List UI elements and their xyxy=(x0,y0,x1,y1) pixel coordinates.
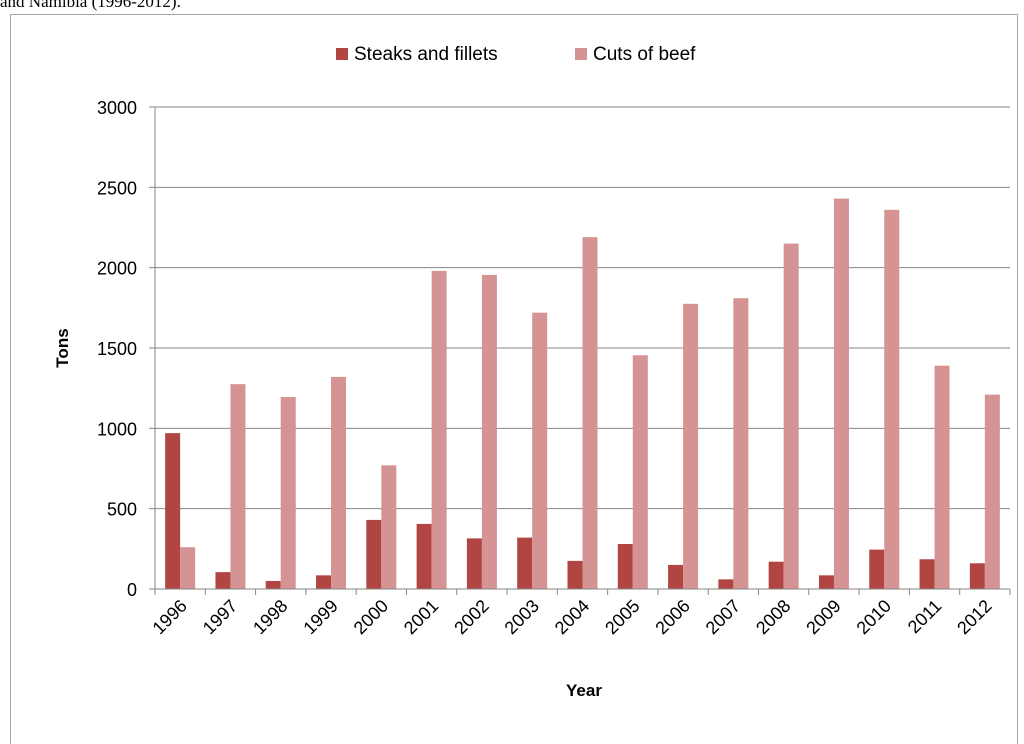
bar-cuts-of-beef-2009 xyxy=(833,198,849,589)
bar-steaks-and-fillets-2005 xyxy=(617,544,633,589)
y-axis-title: Tons xyxy=(53,328,72,367)
bar-steaks-and-fillets-2000 xyxy=(366,519,382,589)
legend-label-cuts-of-beef: Cuts of beef xyxy=(593,44,696,65)
figure-caption: and Namibia (1996-2012). xyxy=(0,0,181,11)
x-tick-label: 1999 xyxy=(299,596,341,638)
bar-cuts-of-beef-2000 xyxy=(381,465,397,589)
legend: Steaks and fillets Cuts of beef xyxy=(336,44,696,65)
bar-cuts-of-beef-1998 xyxy=(280,397,296,589)
x-tick-label: 2006 xyxy=(651,596,693,638)
y-tick-label: 2500 xyxy=(97,178,137,198)
bar-steaks-and-fillets-1996 xyxy=(165,433,181,589)
bar-cuts-of-beef-2007 xyxy=(733,298,749,589)
gridlines xyxy=(155,106,1010,510)
bar-steaks-and-fillets-2010 xyxy=(869,549,885,589)
bar-steaks-and-fillets-1998 xyxy=(265,580,281,589)
bars xyxy=(165,198,1000,590)
bar-cuts-of-beef-2008 xyxy=(783,243,799,590)
x-tick-label: 2001 xyxy=(400,596,442,638)
bar-cuts-of-beef-2012 xyxy=(984,394,1000,589)
bar-steaks-and-fillets-2001 xyxy=(416,523,432,589)
bar-steaks-and-fillets-2002 xyxy=(466,538,482,589)
bar-steaks-and-fillets-1997 xyxy=(215,572,231,589)
x-tick-label: 2008 xyxy=(752,596,794,638)
legend-label-steaks-and-fillets: Steaks and fillets xyxy=(354,44,498,65)
bar-cuts-of-beef-2010 xyxy=(884,209,900,589)
x-tick-label: 1996 xyxy=(149,596,191,638)
bar-cuts-of-beef-2003 xyxy=(532,312,548,589)
y-tick-label: 1000 xyxy=(97,419,137,439)
legend-swatch-cuts-of-beef xyxy=(575,48,587,60)
x-tick-label: 2012 xyxy=(953,596,995,638)
x-tick-label: 2009 xyxy=(802,596,844,638)
x-tick-label: 2000 xyxy=(350,596,392,638)
x-axis-title: Year xyxy=(566,681,602,700)
chart-frame xyxy=(10,14,1018,744)
x-tick-labels: 1996 1997 1998 1999 2000 2001 2002 2003 2004 2005… xyxy=(149,596,996,638)
x-tick-label: 2010 xyxy=(853,596,895,638)
bar-cuts-of-beef-2004 xyxy=(582,237,598,589)
x-tick-label: 2005 xyxy=(601,596,643,638)
bar-steaks-and-fillets-2006 xyxy=(668,564,684,589)
x-tick-label: 1998 xyxy=(249,596,291,638)
y-tick-labels: 0 500 1000 1500 2000 2500 3000 xyxy=(97,98,137,600)
y-tick-label: 2000 xyxy=(97,259,137,279)
bar-steaks-and-fillets-2012 xyxy=(969,563,985,589)
x-tick-label: 2002 xyxy=(450,596,492,638)
bar-steaks-and-fillets-2007 xyxy=(718,579,734,589)
bar-steaks-and-fillets-1999 xyxy=(316,575,332,589)
x-tick-label: 1997 xyxy=(199,596,241,638)
x-tick-label: 2004 xyxy=(551,596,593,638)
bar-cuts-of-beef-1997 xyxy=(230,384,246,589)
y-tick-label: 500 xyxy=(107,500,137,520)
bar-cuts-of-beef-2002 xyxy=(481,274,497,589)
bar-steaks-and-fillets-2003 xyxy=(517,537,533,589)
y-tick-label: 3000 xyxy=(97,98,137,118)
y-tick-label: 0 xyxy=(127,580,137,600)
x-tick-label: 2003 xyxy=(501,596,543,638)
bar-steaks-and-fillets-2004 xyxy=(567,560,583,589)
bar-cuts-of-beef-1999 xyxy=(331,376,347,589)
bar-cuts-of-beef-1996 xyxy=(180,547,196,589)
bar-steaks-and-fillets-2009 xyxy=(818,575,834,589)
x-tick-label: 2007 xyxy=(702,596,744,638)
bar-steaks-and-fillets-2011 xyxy=(919,559,935,589)
x-tick-label: 2011 xyxy=(904,596,946,638)
bar-cuts-of-beef-2011 xyxy=(934,365,950,589)
bar-cuts-of-beef-2005 xyxy=(632,355,648,589)
y-tick-label: 1500 xyxy=(97,339,137,359)
legend-swatch-steaks-and-fillets xyxy=(336,48,348,60)
axes xyxy=(149,106,1011,595)
bar-cuts-of-beef-2006 xyxy=(683,303,699,589)
bar-steaks-and-fillets-2008 xyxy=(768,561,784,589)
bar-cuts-of-beef-2001 xyxy=(431,270,447,589)
